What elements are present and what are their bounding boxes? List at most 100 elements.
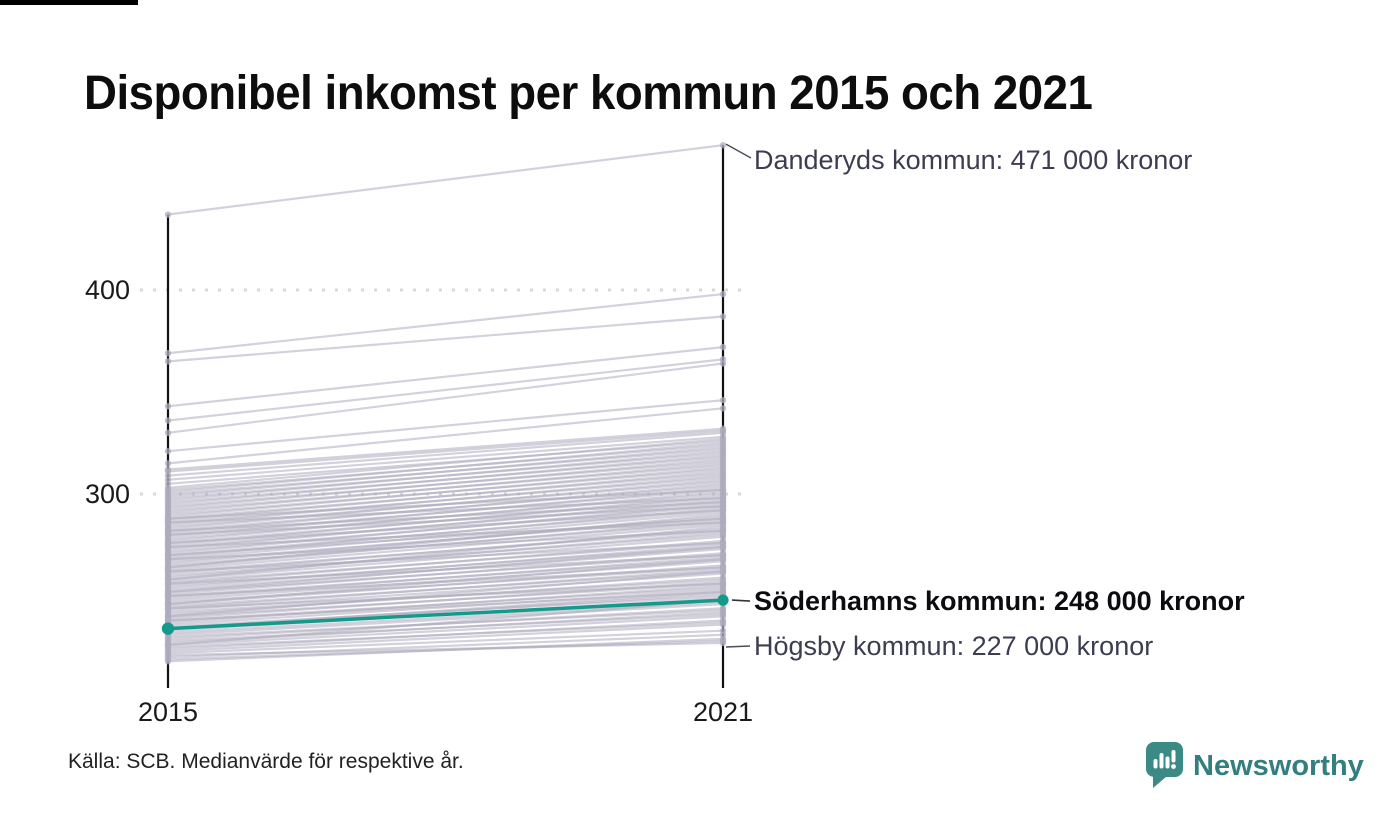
municipality-line	[167, 621, 724, 649]
endpoint-dot	[164, 543, 172, 551]
municipality-line	[167, 346, 724, 408]
endpoint-dot	[164, 350, 172, 357]
chart-title: Disponibel inkomst per kommun 2015 och 2…	[84, 67, 1093, 120]
endpoint-dot	[164, 460, 172, 467]
endpoint-dot	[164, 592, 172, 600]
endpoint-dot	[719, 619, 727, 626]
leader-danderyd	[725, 143, 752, 159]
municipality-line	[167, 464, 724, 512]
municipality-line	[167, 431, 724, 477]
municipality-line	[167, 570, 724, 618]
municipality-line	[167, 448, 724, 496]
municipality-line	[167, 523, 724, 571]
endpoint-dot	[164, 429, 172, 436]
municipality-line	[167, 439, 724, 485]
endpoint-dot	[719, 343, 727, 351]
municipality-line	[167, 570, 724, 608]
municipality-line	[167, 358, 724, 422]
endpoint-dot	[164, 556, 172, 563]
endpoint-dot	[719, 564, 727, 571]
endpoint-dot	[719, 552, 727, 559]
municipality-line	[167, 623, 724, 653]
endpoint-dot	[164, 211, 172, 218]
endpoint-dot	[719, 405, 727, 412]
municipality-line	[167, 501, 724, 549]
municipality-line	[167, 505, 724, 536]
endpoint-dot	[719, 503, 727, 510]
municipality-line	[167, 554, 724, 594]
endpoint-dot	[719, 290, 727, 298]
municipality-line	[167, 521, 724, 549]
municipality-line	[167, 509, 724, 545]
endpoint-dot	[719, 519, 727, 526]
municipality-line	[167, 443, 724, 492]
municipality-line	[167, 529, 724, 561]
municipality-line	[167, 484, 724, 532]
municipality-line	[167, 513, 724, 569]
municipality-line	[167, 541, 724, 573]
municipality-line	[167, 456, 724, 504]
endpoint-dot	[719, 627, 727, 634]
annotation-soderhamn: Söderhamns kommun: 248 000 kronor	[754, 586, 1245, 617]
municipality-line	[167, 598, 724, 647]
endpoint-dot	[164, 466, 172, 473]
annotation-hogsby: Högsby kommun: 227 000 kronor	[754, 631, 1154, 661]
endpoint-dot	[164, 568, 172, 575]
municipality-line	[167, 566, 724, 598]
brand-name: Newsworthy	[1193, 749, 1364, 782]
municipality-line	[167, 452, 724, 500]
municipality-line	[167, 541, 724, 583]
municipality-line	[167, 582, 724, 610]
municipality-line	[167, 292, 724, 355]
highlight-dot-2015	[161, 622, 175, 635]
municipality-line	[167, 362, 724, 434]
y-tick-300: 300	[84, 479, 130, 509]
endpoint-dot	[164, 531, 172, 538]
leader-soderhamn	[731, 599, 751, 602]
top-accent-bar	[0, 0, 138, 5]
x-label-2015: 2015	[137, 697, 199, 727]
municipality-line	[167, 603, 724, 636]
highlight-dot-2021	[717, 594, 729, 606]
municipality-line	[167, 533, 724, 577]
endpoint-dot	[719, 396, 727, 404]
x-label-2021: 2021	[692, 697, 754, 727]
brand-logo: Newsworthy	[1146, 742, 1364, 789]
municipality-line	[167, 427, 724, 471]
endpoint-dot	[164, 417, 172, 424]
newsworthy-icon	[1146, 742, 1183, 788]
municipality-line	[167, 407, 724, 465]
municipality-line	[167, 476, 724, 524]
municipality-line	[167, 435, 724, 481]
endpoint-dot	[164, 519, 172, 526]
municipality-line	[167, 615, 724, 647]
leader-hogsby	[725, 645, 751, 648]
municipality-line	[167, 529, 724, 573]
municipality-line	[167, 144, 724, 216]
endpoint-dot	[719, 580, 727, 587]
highlight-line	[167, 598, 724, 631]
y-tick-400: 400	[84, 275, 130, 305]
endpoint-dot	[164, 617, 172, 624]
endpoint-dot	[164, 641, 172, 649]
municipality-line	[167, 509, 724, 557]
endpoint-dot	[164, 358, 172, 365]
municipality-line	[167, 517, 724, 557]
endpoint-dot	[719, 313, 727, 320]
endpoint-dot	[719, 141, 727, 149]
endpoint-dot	[164, 605, 172, 612]
municipality-line	[167, 554, 724, 585]
endpoint-dot	[719, 539, 727, 547]
endpoint-dot	[719, 494, 727, 502]
municipality-line	[167, 641, 724, 657]
endpoint-dot	[719, 527, 727, 534]
municipality-line	[167, 460, 724, 508]
municipality-line	[167, 558, 724, 598]
municipality-line	[167, 429, 724, 473]
endpoint-dot	[164, 580, 172, 587]
endpoint-dot	[164, 403, 172, 410]
municipality-line	[167, 399, 724, 453]
endpoint-dot	[719, 607, 727, 614]
